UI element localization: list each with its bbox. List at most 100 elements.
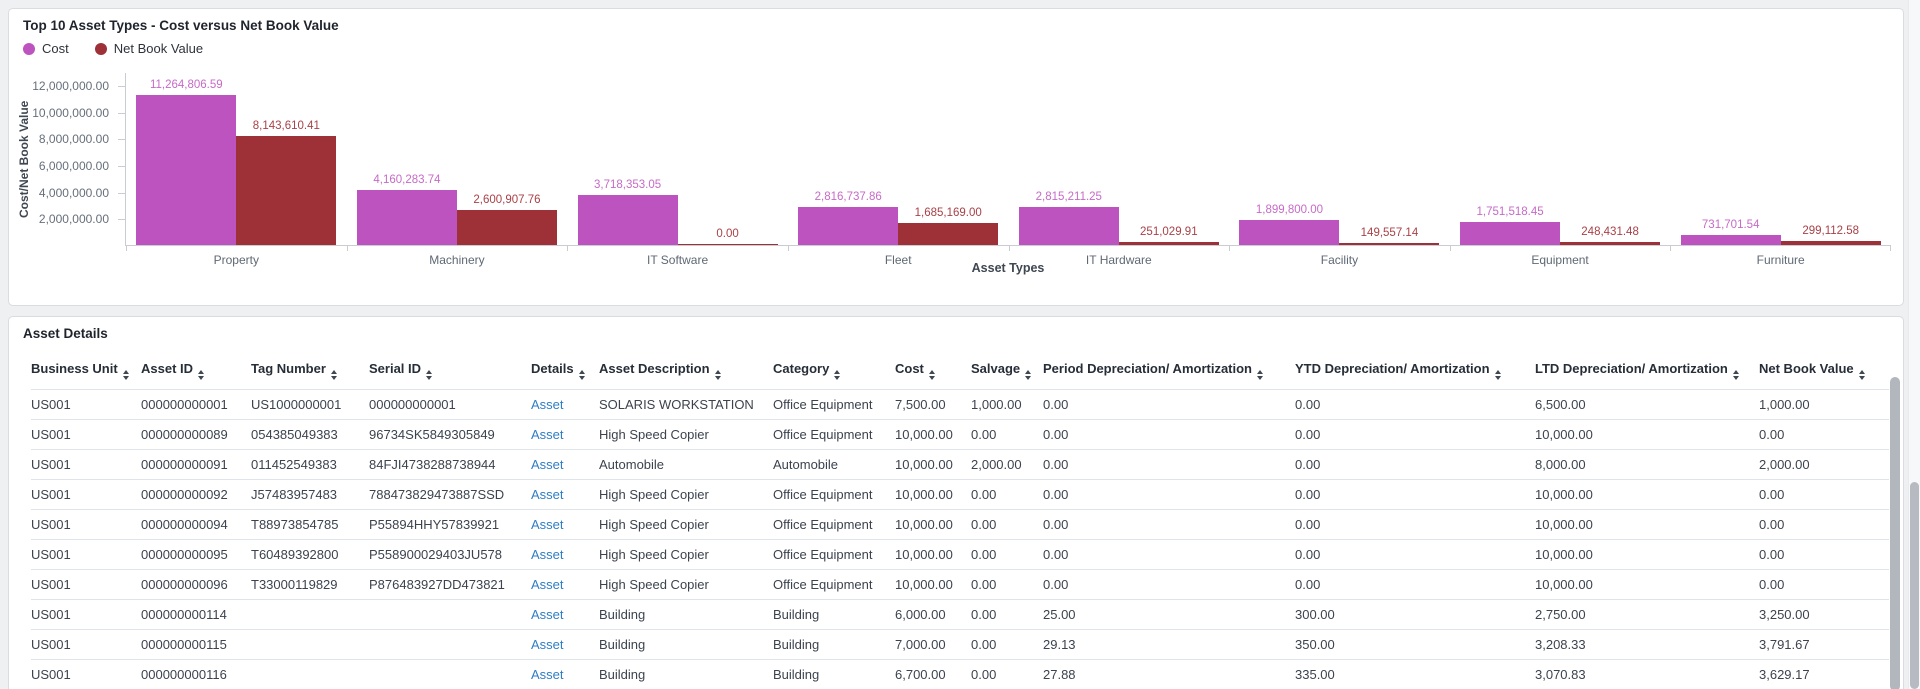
sort-icon[interactable] bbox=[578, 370, 585, 380]
category-label-property: Property bbox=[213, 253, 259, 267]
details-cell: Asset bbox=[531, 539, 599, 570]
cost-bar-it-hardware[interactable] bbox=[1018, 207, 1119, 245]
page-scrollbar-thumb[interactable] bbox=[1910, 482, 1919, 689]
legend-item-net-book-value[interactable]: Net Book Value bbox=[94, 41, 203, 56]
table-cell-asset-id: 000000000089 bbox=[141, 419, 251, 450]
table-cell-serial-id: P558900029403JU578 bbox=[369, 539, 531, 570]
table-cell-cost: 7,000.00 bbox=[895, 629, 971, 660]
sort-icon[interactable] bbox=[1732, 370, 1739, 380]
sort-icon[interactable] bbox=[198, 370, 205, 380]
table-row: US001 000000000116 Asset Building Building 6,… bbox=[31, 659, 1889, 689]
bar-slot: 149,557.14 bbox=[1339, 73, 1440, 245]
cost-bar-it-software[interactable] bbox=[577, 195, 678, 245]
asset-details-link[interactable]: Asset bbox=[531, 517, 564, 532]
y-tick-mark bbox=[118, 112, 125, 114]
cost-bar-furniture[interactable] bbox=[1680, 235, 1781, 245]
net-book-value-bar-machinery[interactable] bbox=[456, 210, 557, 245]
column-header-business-unit[interactable]: Business Unit bbox=[31, 351, 141, 390]
net-book-value-bar-property[interactable] bbox=[236, 136, 337, 245]
cost-value-label: 731,701.54 bbox=[1701, 219, 1760, 232]
asset-details-link[interactable]: Asset bbox=[531, 457, 564, 472]
column-header-ltd-depreciation-amortization[interactable]: LTD Depreciation/ Amortization bbox=[1535, 351, 1759, 390]
y-tick-label: 8,000,000.00 bbox=[38, 132, 109, 147]
cost-bar-property[interactable] bbox=[136, 94, 237, 245]
table-cell-salvage: 0.00 bbox=[971, 419, 1043, 450]
net-book-value-value-label: 0.00 bbox=[716, 228, 739, 240]
column-header-net-book-value[interactable]: Net Book Value bbox=[1759, 351, 1889, 390]
table-cell-asset-description: Building bbox=[599, 599, 773, 630]
table-row: US001 000000000094 T88973854785 P55894HHY57… bbox=[31, 509, 1889, 540]
table-cell-ytd-depreciation-amortization: 0.00 bbox=[1295, 479, 1535, 510]
column-header-serial-id[interactable]: Serial ID bbox=[369, 351, 531, 390]
table-cell-period-depreciation-amortization: 25.00 bbox=[1043, 599, 1295, 630]
table-cell-salvage: 0.00 bbox=[971, 569, 1043, 600]
x-axis-tick-mark bbox=[1229, 246, 1231, 251]
column-header-asset-id[interactable]: Asset ID bbox=[141, 351, 251, 390]
sort-icon[interactable] bbox=[122, 370, 129, 380]
column-header-tag-number[interactable]: Tag Number bbox=[251, 351, 369, 390]
table-cell-net-book-value: 0.00 bbox=[1759, 569, 1889, 600]
category-label-fleet: Fleet bbox=[884, 253, 912, 267]
net-book-value-bar-fleet[interactable] bbox=[898, 222, 999, 245]
details-cell: Asset bbox=[531, 599, 599, 630]
sort-icon[interactable] bbox=[426, 370, 433, 380]
asset-details-link[interactable]: Asset bbox=[531, 487, 564, 502]
net-book-value-bar-equipment[interactable] bbox=[1560, 241, 1661, 245]
sort-icon[interactable] bbox=[714, 370, 721, 380]
cost-value-label: 1,899,800.00 bbox=[1255, 203, 1324, 216]
table-cell-ltd-depreciation-amortization: 2,750.00 bbox=[1535, 599, 1759, 630]
sort-icon[interactable] bbox=[330, 370, 337, 380]
table-cell-category: Office Equipment bbox=[773, 539, 895, 570]
asset-details-link[interactable]: Asset bbox=[531, 607, 564, 622]
net-book-value-bar-it-hardware[interactable] bbox=[1118, 241, 1219, 245]
asset-details-link[interactable]: Asset bbox=[531, 667, 564, 682]
cost-bar-fleet[interactable] bbox=[798, 207, 899, 245]
table-row: US001 000000000089 054385049383 96734SK5849… bbox=[31, 419, 1889, 450]
asset-details-link[interactable]: Asset bbox=[531, 547, 564, 562]
net-book-value-bar-it-software[interactable] bbox=[677, 244, 778, 245]
table-cell-salvage: 0.00 bbox=[971, 509, 1043, 540]
table-row: US001 000000000096 T33000119829 P876483927D… bbox=[31, 569, 1889, 600]
sort-icon[interactable] bbox=[1858, 370, 1865, 380]
sort-icon[interactable] bbox=[1494, 370, 1501, 380]
table-cell-asset-description: High Speed Copier bbox=[599, 479, 773, 510]
column-header-asset-description[interactable]: Asset Description bbox=[599, 351, 773, 390]
sort-icon[interactable] bbox=[1025, 370, 1032, 380]
column-header-label: YTD Depreciation/ Amortization bbox=[1295, 361, 1490, 376]
column-header-cost[interactable]: Cost bbox=[895, 351, 971, 390]
table-cell-period-depreciation-amortization: 0.00 bbox=[1043, 509, 1295, 540]
table-cell-ltd-depreciation-amortization: 3,070.83 bbox=[1535, 659, 1759, 689]
y-tick-mark bbox=[118, 192, 125, 194]
asset-details-link[interactable]: Asset bbox=[531, 637, 564, 652]
table-cell-asset-description: High Speed Copier bbox=[599, 509, 773, 540]
asset-details-link[interactable]: Asset bbox=[531, 397, 564, 412]
cost-bar-facility[interactable] bbox=[1239, 219, 1340, 245]
column-header-salvage[interactable]: Salvage bbox=[971, 351, 1043, 390]
cost-bar-equipment[interactable] bbox=[1460, 221, 1561, 245]
asset-details-link[interactable]: Asset bbox=[531, 577, 564, 592]
column-header-ytd-depreciation-amortization[interactable]: YTD Depreciation/ Amortization bbox=[1295, 351, 1535, 390]
sort-icon[interactable] bbox=[1257, 370, 1263, 380]
table-cell-period-depreciation-amortization: 0.00 bbox=[1043, 479, 1295, 510]
table-cell-ltd-depreciation-amortization: 10,000.00 bbox=[1535, 419, 1759, 450]
category-label-facility: Facility bbox=[1320, 253, 1359, 267]
table-cell-asset-id: 000000000001 bbox=[141, 389, 251, 420]
table-cell-net-book-value: 0.00 bbox=[1759, 539, 1889, 570]
net-book-value-bar-facility[interactable] bbox=[1339, 243, 1440, 245]
table-cell-tag-number: T33000119829 bbox=[251, 569, 369, 600]
column-header-period-depreciation-amortization[interactable]: Period Depreciation/ Amortization bbox=[1043, 351, 1295, 390]
legend-label-cost: Cost bbox=[42, 41, 69, 56]
asset-details-link[interactable]: Asset bbox=[531, 427, 564, 442]
sort-icon[interactable] bbox=[928, 370, 935, 380]
cost-bar-machinery[interactable] bbox=[356, 189, 457, 245]
table-row: US001 000000000114 Asset Building Building 6,… bbox=[31, 599, 1889, 630]
net-book-value-bar-furniture[interactable] bbox=[1780, 241, 1881, 245]
table-scrollbar-thumb[interactable] bbox=[1890, 377, 1900, 689]
table-cell-cost: 6,000.00 bbox=[895, 599, 971, 630]
net-book-value-value-label: 299,112.58 bbox=[1802, 225, 1860, 238]
table-cell-net-book-value: 0.00 bbox=[1759, 479, 1889, 510]
column-header-details[interactable]: Details bbox=[531, 351, 599, 390]
legend-item-cost[interactable]: Cost bbox=[23, 41, 69, 56]
column-header-category[interactable]: Category bbox=[773, 351, 895, 390]
sort-icon[interactable] bbox=[834, 370, 841, 380]
